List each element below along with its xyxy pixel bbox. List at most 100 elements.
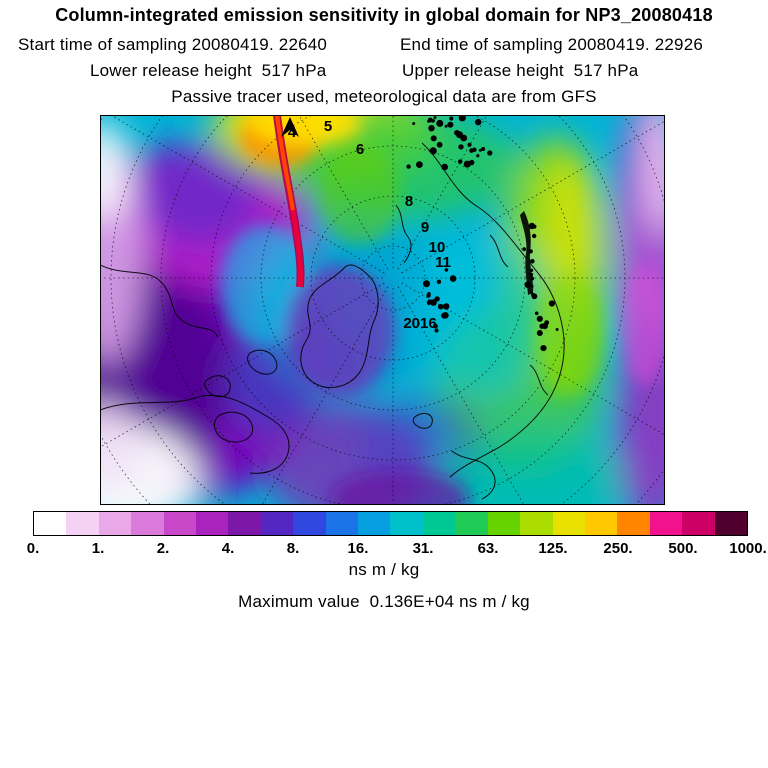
colorbar-tick-label: 500. bbox=[668, 540, 698, 557]
colorbar-tick-label: 8. bbox=[286, 540, 300, 557]
end-time-label: End time of sampling 20080419. 22926 bbox=[400, 35, 704, 54]
station-dot bbox=[522, 247, 527, 252]
colorbar-segment bbox=[325, 512, 359, 535]
colorbar-segment bbox=[584, 512, 618, 535]
station-dot bbox=[476, 154, 480, 158]
station-dot bbox=[536, 330, 543, 336]
colorbar-tick-labels: 0. 1. 2. 4. 8. 16. 31. 63. 125. 250. 500. 1000. bbox=[27, 540, 767, 558]
trajectory-day-label: 6 bbox=[356, 141, 364, 158]
station-dot bbox=[431, 119, 435, 123]
station-dot bbox=[532, 224, 537, 229]
colorbar-tick-label: 16. bbox=[347, 540, 369, 557]
colorbar-tick-label: 31. bbox=[412, 540, 434, 557]
colorbar-tick-label: 2. bbox=[156, 540, 170, 557]
station-dot bbox=[467, 142, 472, 147]
station-dot bbox=[427, 292, 431, 296]
station-dot bbox=[443, 303, 450, 310]
station-dot bbox=[428, 125, 435, 132]
station-dot bbox=[528, 249, 533, 254]
colorbar-segment bbox=[98, 512, 132, 535]
station-dot bbox=[444, 124, 448, 128]
station-dot bbox=[472, 147, 477, 152]
station-dot bbox=[469, 159, 475, 166]
max-value-label: Maximum value 0.136E+04 ns m / kg bbox=[238, 592, 530, 611]
station-dot bbox=[541, 323, 548, 330]
colorbar-segment bbox=[649, 512, 683, 535]
trajectory-day-label: 9 bbox=[421, 219, 429, 236]
station-dot bbox=[441, 163, 449, 171]
colorbar-segment bbox=[422, 512, 456, 535]
station-dot bbox=[532, 233, 537, 239]
station-dot bbox=[456, 131, 463, 139]
station-dot bbox=[529, 276, 535, 281]
colorbar bbox=[33, 511, 748, 536]
station-dot bbox=[458, 144, 464, 150]
colorbar-segment bbox=[390, 512, 423, 535]
station-dot bbox=[529, 272, 534, 277]
station-dot bbox=[426, 300, 432, 306]
colorbar-segment bbox=[552, 512, 585, 535]
colorbar-tick-label: 4. bbox=[221, 540, 235, 557]
colorbar-segment bbox=[196, 512, 229, 535]
station-dot bbox=[449, 116, 454, 121]
station-dot bbox=[416, 161, 423, 168]
map-plot: 4 5 6 8 9 10 11 2016 bbox=[100, 115, 665, 505]
station-dot bbox=[434, 328, 439, 333]
station-dot bbox=[449, 275, 457, 282]
station-dot bbox=[481, 147, 486, 151]
station-dot bbox=[530, 285, 534, 288]
station-dot bbox=[458, 115, 466, 122]
colorbar-segment bbox=[34, 512, 67, 535]
colorbar-segment bbox=[455, 512, 488, 535]
tracer-info-label: Passive tracer used, meteorological data… bbox=[171, 87, 597, 106]
trajectory-day-label: 8 bbox=[405, 193, 413, 210]
colorbar-segment bbox=[228, 512, 261, 535]
station-dot bbox=[436, 141, 443, 148]
release-trajectory bbox=[272, 115, 305, 288]
station-dot bbox=[406, 164, 411, 169]
station-dot bbox=[530, 268, 534, 272]
sensitivity-field-detail bbox=[220, 115, 665, 505]
trajectory-day-label: 11 bbox=[435, 254, 451, 271]
station-dot bbox=[438, 303, 444, 310]
trajectory-day-label: 2016 bbox=[403, 315, 436, 332]
colorbar-segment bbox=[487, 512, 521, 535]
station-dot bbox=[548, 300, 555, 307]
colorbar-tick-label: 0. bbox=[26, 540, 40, 557]
page-title: Column-integrated emission sensitivity i… bbox=[55, 5, 713, 25]
colorbar-tick-label: 1. bbox=[91, 540, 105, 557]
colorbar-segment bbox=[66, 512, 99, 535]
colorbar-segment bbox=[520, 512, 553, 535]
trajectory-arrow-icon bbox=[281, 117, 299, 137]
station-dot bbox=[526, 282, 529, 285]
station-dot bbox=[442, 312, 449, 319]
station-dot bbox=[524, 281, 531, 288]
map-border bbox=[100, 115, 665, 505]
station-dot bbox=[412, 122, 416, 125]
trajectory-day-label: 4 bbox=[288, 124, 297, 141]
units-label: ns m / kg bbox=[348, 560, 420, 579]
station-dot bbox=[430, 299, 437, 306]
colorbar-segment bbox=[682, 512, 715, 535]
station-dot bbox=[475, 118, 482, 126]
station-dot bbox=[534, 311, 539, 316]
station-dot bbox=[436, 119, 444, 127]
station-dot bbox=[540, 345, 547, 352]
station-dot bbox=[478, 148, 482, 152]
station-dot bbox=[444, 268, 449, 272]
trajectory-day-label: 5 bbox=[324, 118, 332, 135]
station-dot bbox=[555, 328, 559, 331]
station-dots bbox=[406, 115, 559, 352]
graticule bbox=[100, 115, 665, 505]
lower-release-label: Lower release height 517 hPa bbox=[90, 61, 327, 80]
station-dot bbox=[429, 147, 437, 155]
station-dot bbox=[536, 315, 543, 322]
colorbar-tick-label: 63. bbox=[477, 540, 499, 557]
colorbar-segment bbox=[163, 512, 197, 535]
colorbar-segment bbox=[714, 512, 747, 535]
station-dot bbox=[458, 159, 463, 164]
colorbar-segment bbox=[131, 512, 164, 535]
